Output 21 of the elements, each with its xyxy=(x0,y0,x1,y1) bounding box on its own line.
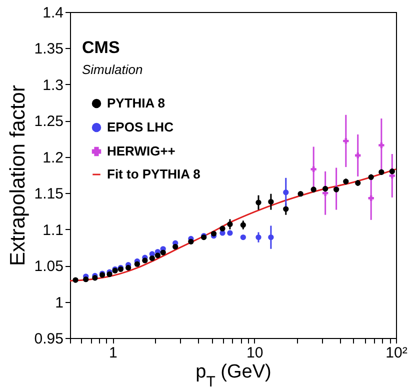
x-axis-title: p$_{T}$ (GeV) xyxy=(196,362,272,390)
legend-label: HERWIG++ xyxy=(107,144,176,158)
y-tick-label: 1 xyxy=(55,294,64,312)
y-tick-label: 1.05 xyxy=(34,258,64,276)
annotation: Simulation xyxy=(82,62,143,77)
y-tick-label: 1.25 xyxy=(34,113,64,130)
annotation: CMS xyxy=(82,38,120,58)
y-tick-label: 1.35 xyxy=(34,40,64,58)
x-tick-label: 10 xyxy=(246,344,264,362)
legend-label: Fit to PYTHIA 8 xyxy=(107,166,200,182)
x-tick-label: 10² xyxy=(386,344,408,362)
y-tick-label: 1.4 xyxy=(42,4,64,22)
y-tick-label: 1.3 xyxy=(42,76,64,94)
x-tick-label: 1 xyxy=(108,344,118,362)
y-tick-label: 1.1 xyxy=(42,222,64,239)
legend-label: PYTHIA 8 xyxy=(107,96,166,110)
legend-label: EPOS LHC xyxy=(107,120,174,134)
y-tick-label: 1.2 xyxy=(42,149,64,166)
y-tick-label: 0.95 xyxy=(34,330,64,348)
y-tick-label: 1.15 xyxy=(34,186,64,203)
y-axis-title: Extrapolation factor xyxy=(6,85,30,266)
